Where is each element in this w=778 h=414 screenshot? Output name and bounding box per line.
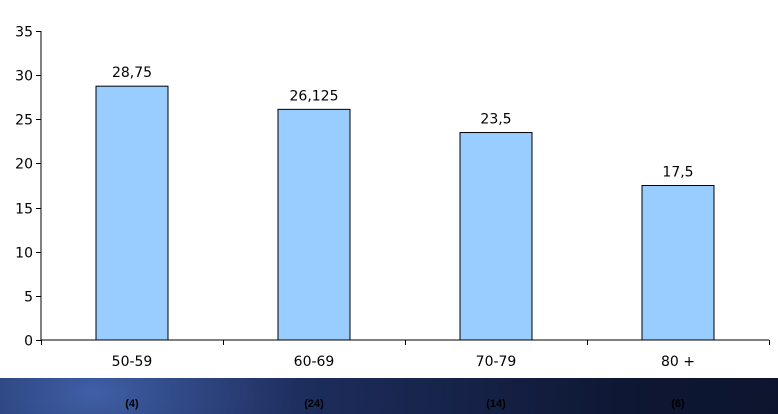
chart-panel: 0 5 10 15 20 25 30 35 28,75 50-59 26,125 60-69 23,5 7…: [15, 24, 770, 370]
x-category-label: 70-79: [476, 354, 517, 370]
y-tick-label: 0: [24, 334, 33, 350]
x-category-label: 50-59: [112, 354, 153, 370]
bar: [641, 185, 715, 341]
group-count-label: (4): [125, 398, 139, 410]
bar-chart: 0 5 10 15 20 25 30 35 28,75 50-59 26,125 60-69 23,5 7…: [15, 25, 770, 370]
y-tick-label: 5: [24, 290, 33, 306]
y-tick-label: 10: [15, 246, 33, 262]
bar-data-label: 26,125: [290, 88, 339, 104]
y-tick-label: 25: [15, 113, 33, 129]
y-tick-label: 35: [15, 25, 33, 41]
y-tick-label: 15: [15, 202, 33, 218]
group-count-label: (14): [486, 398, 506, 410]
bar: [95, 85, 169, 341]
x-category-label: 80 +: [661, 354, 695, 370]
group-count-label: (24): [304, 398, 324, 410]
y-tick-label: 20: [15, 157, 33, 173]
bar-data-label: 28,75: [112, 65, 152, 81]
x-category-label: 60-69: [294, 354, 335, 370]
group-count-label: (6): [671, 398, 685, 410]
bar: [277, 108, 351, 341]
bar: [459, 132, 533, 341]
bar-data-label: 23,5: [480, 112, 511, 128]
bar-data-label: 17,5: [662, 165, 693, 181]
y-tick-label: 30: [15, 69, 33, 85]
